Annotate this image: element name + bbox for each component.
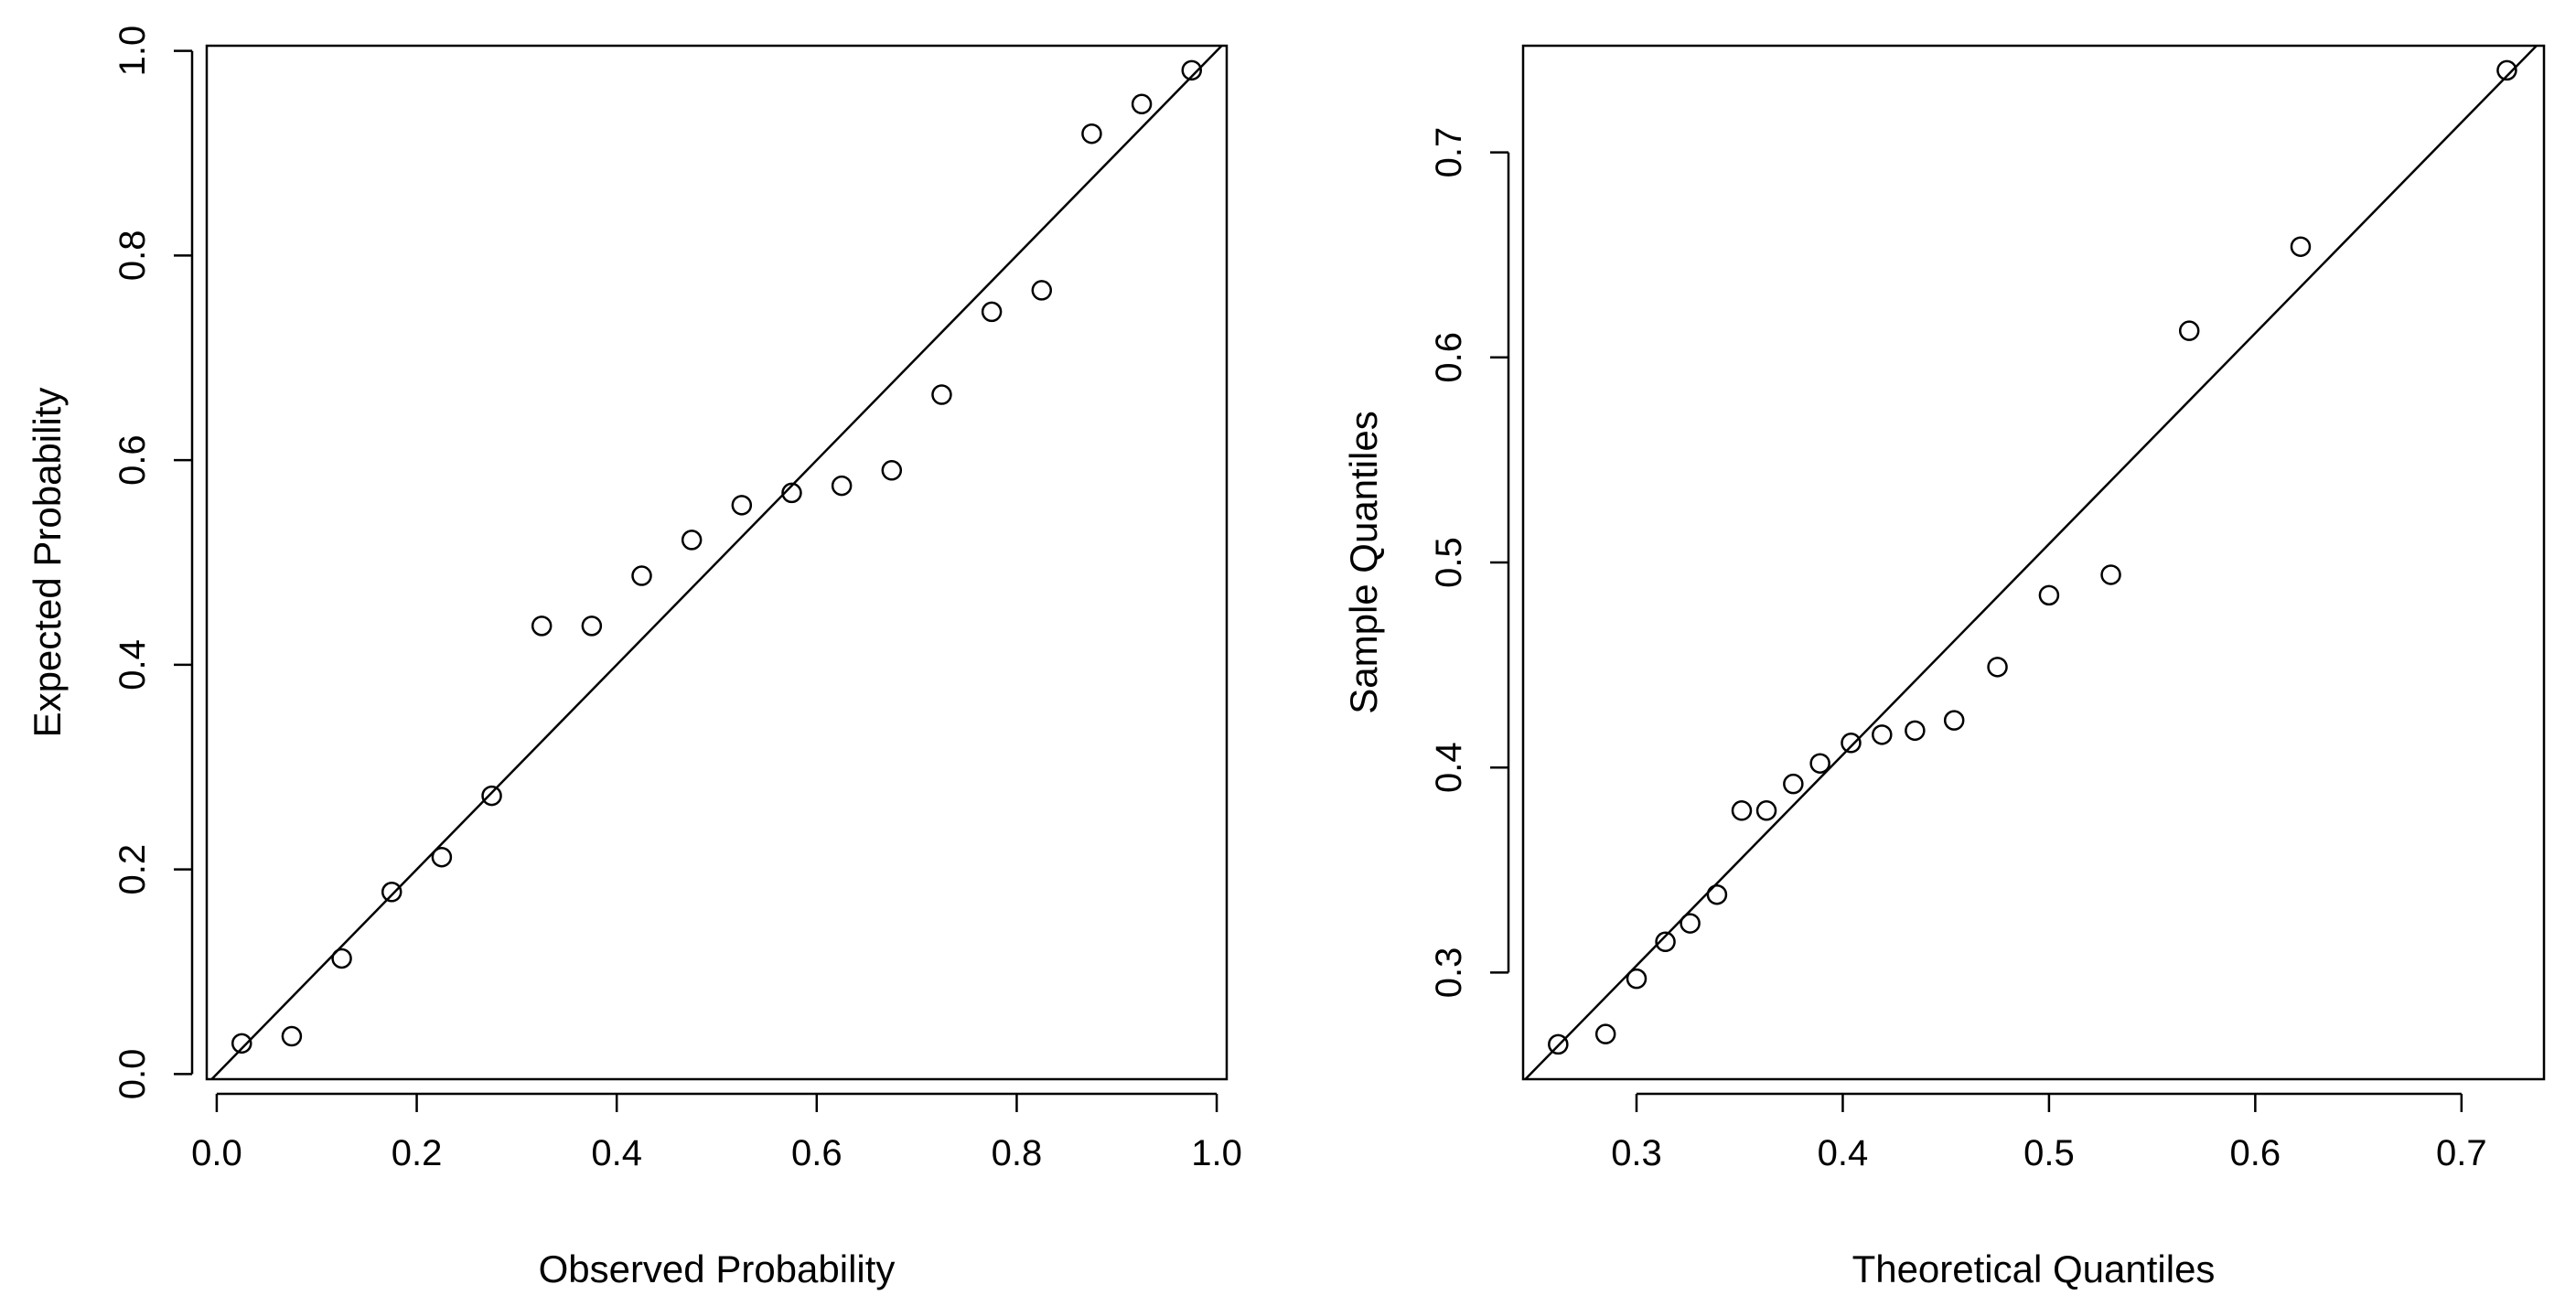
data-point <box>1548 1033 1569 1055</box>
data-point <box>581 616 603 637</box>
data-point <box>1783 773 1804 795</box>
data-point <box>2496 59 2517 81</box>
data-point <box>931 384 952 405</box>
x-tick-label: 1.0 <box>1191 1133 1242 1173</box>
x-axis-title: Observed Probability <box>539 1247 896 1290</box>
x-tick-label: 0.8 <box>992 1133 1043 1173</box>
data-point <box>481 785 502 807</box>
data-point <box>1680 913 1701 934</box>
y-tick-label: 0.6 <box>1429 332 1469 383</box>
data-point <box>1626 968 1648 990</box>
plot-frame <box>1521 44 2546 1081</box>
y-axis-title: Sample Quantiles <box>1342 411 1385 714</box>
data-point <box>1905 720 1926 742</box>
y-tick-label: 0.5 <box>1429 537 1469 588</box>
data-point <box>331 947 352 969</box>
x-tick-label: 0.4 <box>591 1133 642 1173</box>
data-point <box>531 616 553 637</box>
data-point <box>1943 710 1965 731</box>
data-point <box>731 495 753 516</box>
x-tick-label: 0.3 <box>1611 1133 1662 1173</box>
x-tick-label: 0.0 <box>191 1133 242 1173</box>
data-point <box>1131 93 1153 115</box>
y-tick-label: 0.4 <box>1429 742 1469 793</box>
reference-line <box>1523 46 2538 1079</box>
data-point <box>631 565 652 586</box>
right-panel-qq-plot: 0.3 0.4 0.5 0.6 0.7 0.3 0.4 0.5 0.6 0.7 Theoretica… <box>1342 44 2546 1290</box>
data-point <box>1655 931 1676 953</box>
y-tick-label: 0.3 <box>1429 947 1469 999</box>
y-tick-label: 0.7 <box>1429 127 1469 178</box>
data-point <box>1987 657 2008 678</box>
data-point <box>281 1025 303 1047</box>
x-tick-label: 0.6 <box>2230 1133 2281 1173</box>
left-panel-pp-plot: 0.0 0.2 0.4 0.6 0.8 1.0 0.0 0.2 0.4 0.6 0.8 1.0 Obse… <box>26 26 1242 1290</box>
x-tick-label: 0.5 <box>2023 1133 2075 1173</box>
y-tick-label: 0.2 <box>113 844 153 895</box>
data-point <box>881 460 903 481</box>
data-point <box>1706 883 1728 905</box>
data-point <box>1031 280 1053 301</box>
y-tick-label: 0.0 <box>113 1049 153 1100</box>
data-point <box>781 482 802 504</box>
y-tick-label: 0.8 <box>113 230 153 282</box>
y-axis-title: Expected Probability <box>26 388 69 738</box>
x-axis-title: Theoretical Quantiles <box>1852 1247 2216 1290</box>
data-point <box>1872 724 1893 745</box>
data-point <box>981 301 1003 323</box>
data-point <box>1731 800 1753 821</box>
data-point <box>381 882 402 903</box>
x-tick-label: 0.6 <box>791 1133 843 1173</box>
data-point <box>2100 564 2121 585</box>
data-point <box>1081 123 1102 145</box>
data-point <box>231 1033 252 1054</box>
data-point <box>2290 236 2312 257</box>
data-point <box>1594 1023 1616 1044</box>
data-point <box>681 530 703 551</box>
data-point <box>1809 753 1830 774</box>
data-point <box>2178 320 2200 341</box>
x-tick-label: 0.4 <box>1818 1133 1869 1173</box>
plot-frame <box>205 44 1229 1081</box>
x-tick-label: 0.7 <box>2436 1133 2487 1173</box>
x-tick-label: 0.2 <box>392 1133 443 1173</box>
y-tick-label: 0.6 <box>113 434 153 486</box>
data-point <box>1841 733 1862 754</box>
y-tick-label: 0.4 <box>113 639 153 690</box>
data-point <box>1755 800 1777 821</box>
data-point <box>831 475 853 497</box>
y-tick-label: 1.0 <box>113 26 153 77</box>
reference-line <box>209 46 1224 1079</box>
data-point <box>1181 59 1202 81</box>
data-point <box>431 846 453 868</box>
data-point <box>2038 584 2060 606</box>
